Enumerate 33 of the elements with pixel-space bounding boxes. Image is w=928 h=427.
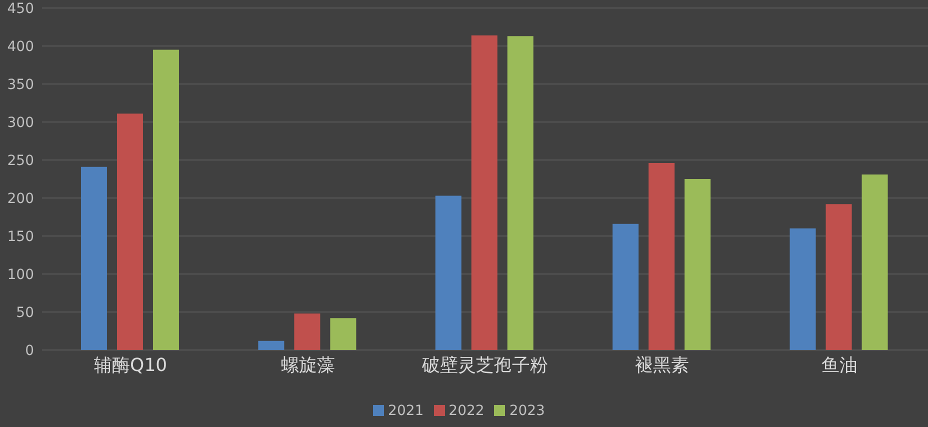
- y-tick-label: 350: [7, 76, 34, 93]
- x-tick-label: 辅酶Q10: [94, 354, 168, 376]
- bar: [471, 35, 498, 350]
- x-tick-label: 鱼油: [821, 354, 858, 376]
- bar: [684, 179, 711, 350]
- y-tick-label: 0: [25, 342, 34, 359]
- bar: [435, 196, 462, 350]
- bar: [507, 36, 534, 350]
- bar: [612, 224, 639, 350]
- bar: [116, 114, 143, 350]
- legend-label: 2022: [448, 403, 484, 419]
- y-tick-label: 200: [7, 190, 34, 207]
- bar: [152, 50, 179, 350]
- bar: [826, 204, 852, 350]
- y-tick-label: 450: [7, 0, 34, 17]
- x-tick-label: 螺旋藻: [280, 354, 335, 376]
- y-tick-label: 250: [7, 152, 34, 169]
- x-tick-label: 破壁灵芝孢子粉: [421, 354, 548, 376]
- y-tick-label: 150: [7, 228, 34, 245]
- y-tick-label: 300: [7, 114, 34, 131]
- bar: [862, 174, 888, 350]
- y-tick-label: 100: [7, 266, 34, 283]
- y-tick-label: 400: [7, 38, 34, 55]
- bar: [790, 228, 816, 350]
- bar: [330, 318, 356, 350]
- bar: [80, 166, 107, 350]
- bar: [648, 163, 675, 350]
- legend-label: 2021: [388, 403, 424, 419]
- y-tick-label: 50: [16, 304, 34, 321]
- bar: [258, 340, 284, 350]
- legend-label: 2023: [509, 403, 545, 419]
- x-tick-label: 褪黑素: [635, 354, 690, 376]
- bar: [294, 314, 320, 350]
